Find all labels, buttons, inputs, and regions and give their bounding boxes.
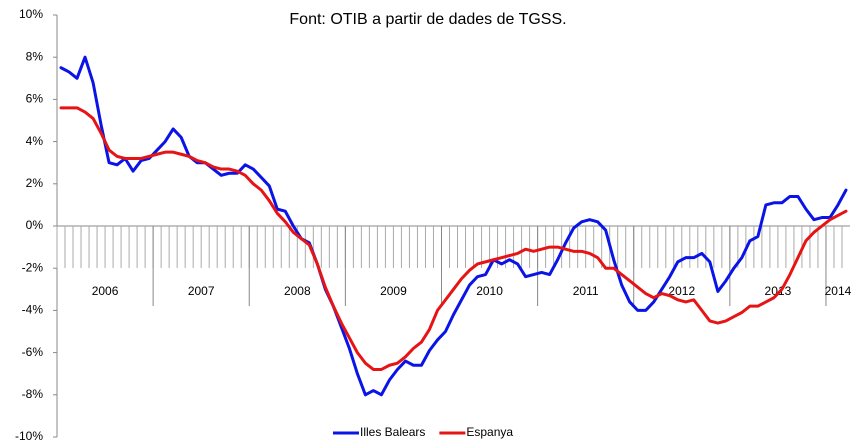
chart-title: Font: OTIB a partir de dades de TGSS. (289, 11, 566, 28)
y-tick-label: 10% (19, 7, 43, 21)
legend-label: Espanya (466, 425, 513, 439)
x-tick-label: 2010 (476, 284, 503, 298)
y-tick-label: 6% (26, 92, 44, 106)
x-tick-label: 2012 (668, 284, 695, 298)
y-tick-label: -2% (22, 260, 44, 274)
y-tick-label: 8% (26, 49, 44, 63)
legend-label: Illes Balears (360, 425, 425, 439)
y-tick-label: 4% (26, 134, 44, 148)
y-tick-label: 2% (26, 176, 44, 190)
x-tick-label: 2014 (825, 284, 852, 298)
x-tick-label: 2007 (188, 284, 215, 298)
data-line (59, 106, 848, 371)
y-tick-label: 0% (26, 218, 44, 232)
x-tick-label: 2008 (284, 284, 311, 298)
y-tick-label: -6% (22, 345, 44, 359)
y-tick-label: -8% (22, 387, 44, 401)
x-tick-label: 2011 (573, 284, 599, 298)
x-tick-label: 2009 (380, 284, 407, 298)
y-tick-label: -4% (22, 303, 44, 317)
y-tick-label: -10% (15, 429, 43, 443)
x-tick-label: 2006 (92, 284, 119, 298)
